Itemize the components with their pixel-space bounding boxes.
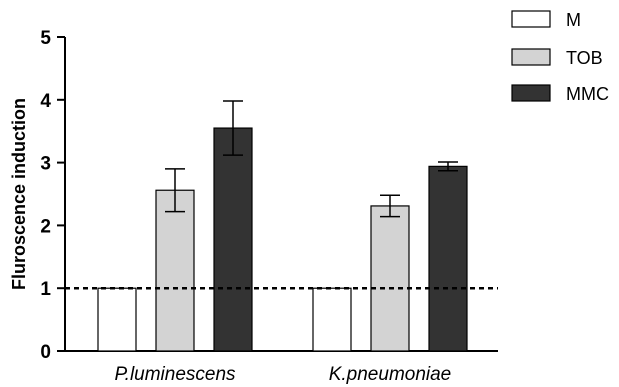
category-label: K.pneumoniae — [329, 364, 452, 385]
y-ticks: 0 1 2 3 4 5 — [40, 28, 65, 363]
y-axis-title: Fluroscence induction — [9, 98, 29, 290]
bar-tob-0 — [155, 189, 195, 352]
legend-swatch-m — [511, 10, 551, 28]
bar-tob-1 — [370, 205, 410, 352]
legend-label-tob: TOB — [566, 48, 603, 68]
legend-swatch-tob — [511, 48, 551, 66]
y-tick-label: 3 — [40, 154, 51, 175]
axes — [64, 37, 498, 352]
y-tick-label: 2 — [40, 216, 51, 237]
legend: M TOB MMC — [511, 10, 609, 104]
bar-mmc-1 — [428, 165, 468, 352]
category-labels: P.luminescens K.pneumoniae — [114, 364, 451, 385]
bar-m-0 — [97, 287, 137, 352]
category-label: P.luminescens — [114, 364, 236, 385]
legend-label-m: M — [566, 10, 581, 30]
y-tick-label: 5 — [40, 28, 51, 49]
bar-m-1 — [312, 287, 352, 352]
bars — [97, 100, 468, 352]
y-tick-label: 0 — [40, 342, 51, 363]
y-tick-label: 4 — [40, 91, 51, 112]
y-tick-label: 1 — [40, 279, 51, 300]
legend-swatch-mmc — [511, 84, 551, 102]
legend-label-mmc: MMC — [566, 84, 609, 104]
bar-mmc-0 — [213, 127, 253, 352]
